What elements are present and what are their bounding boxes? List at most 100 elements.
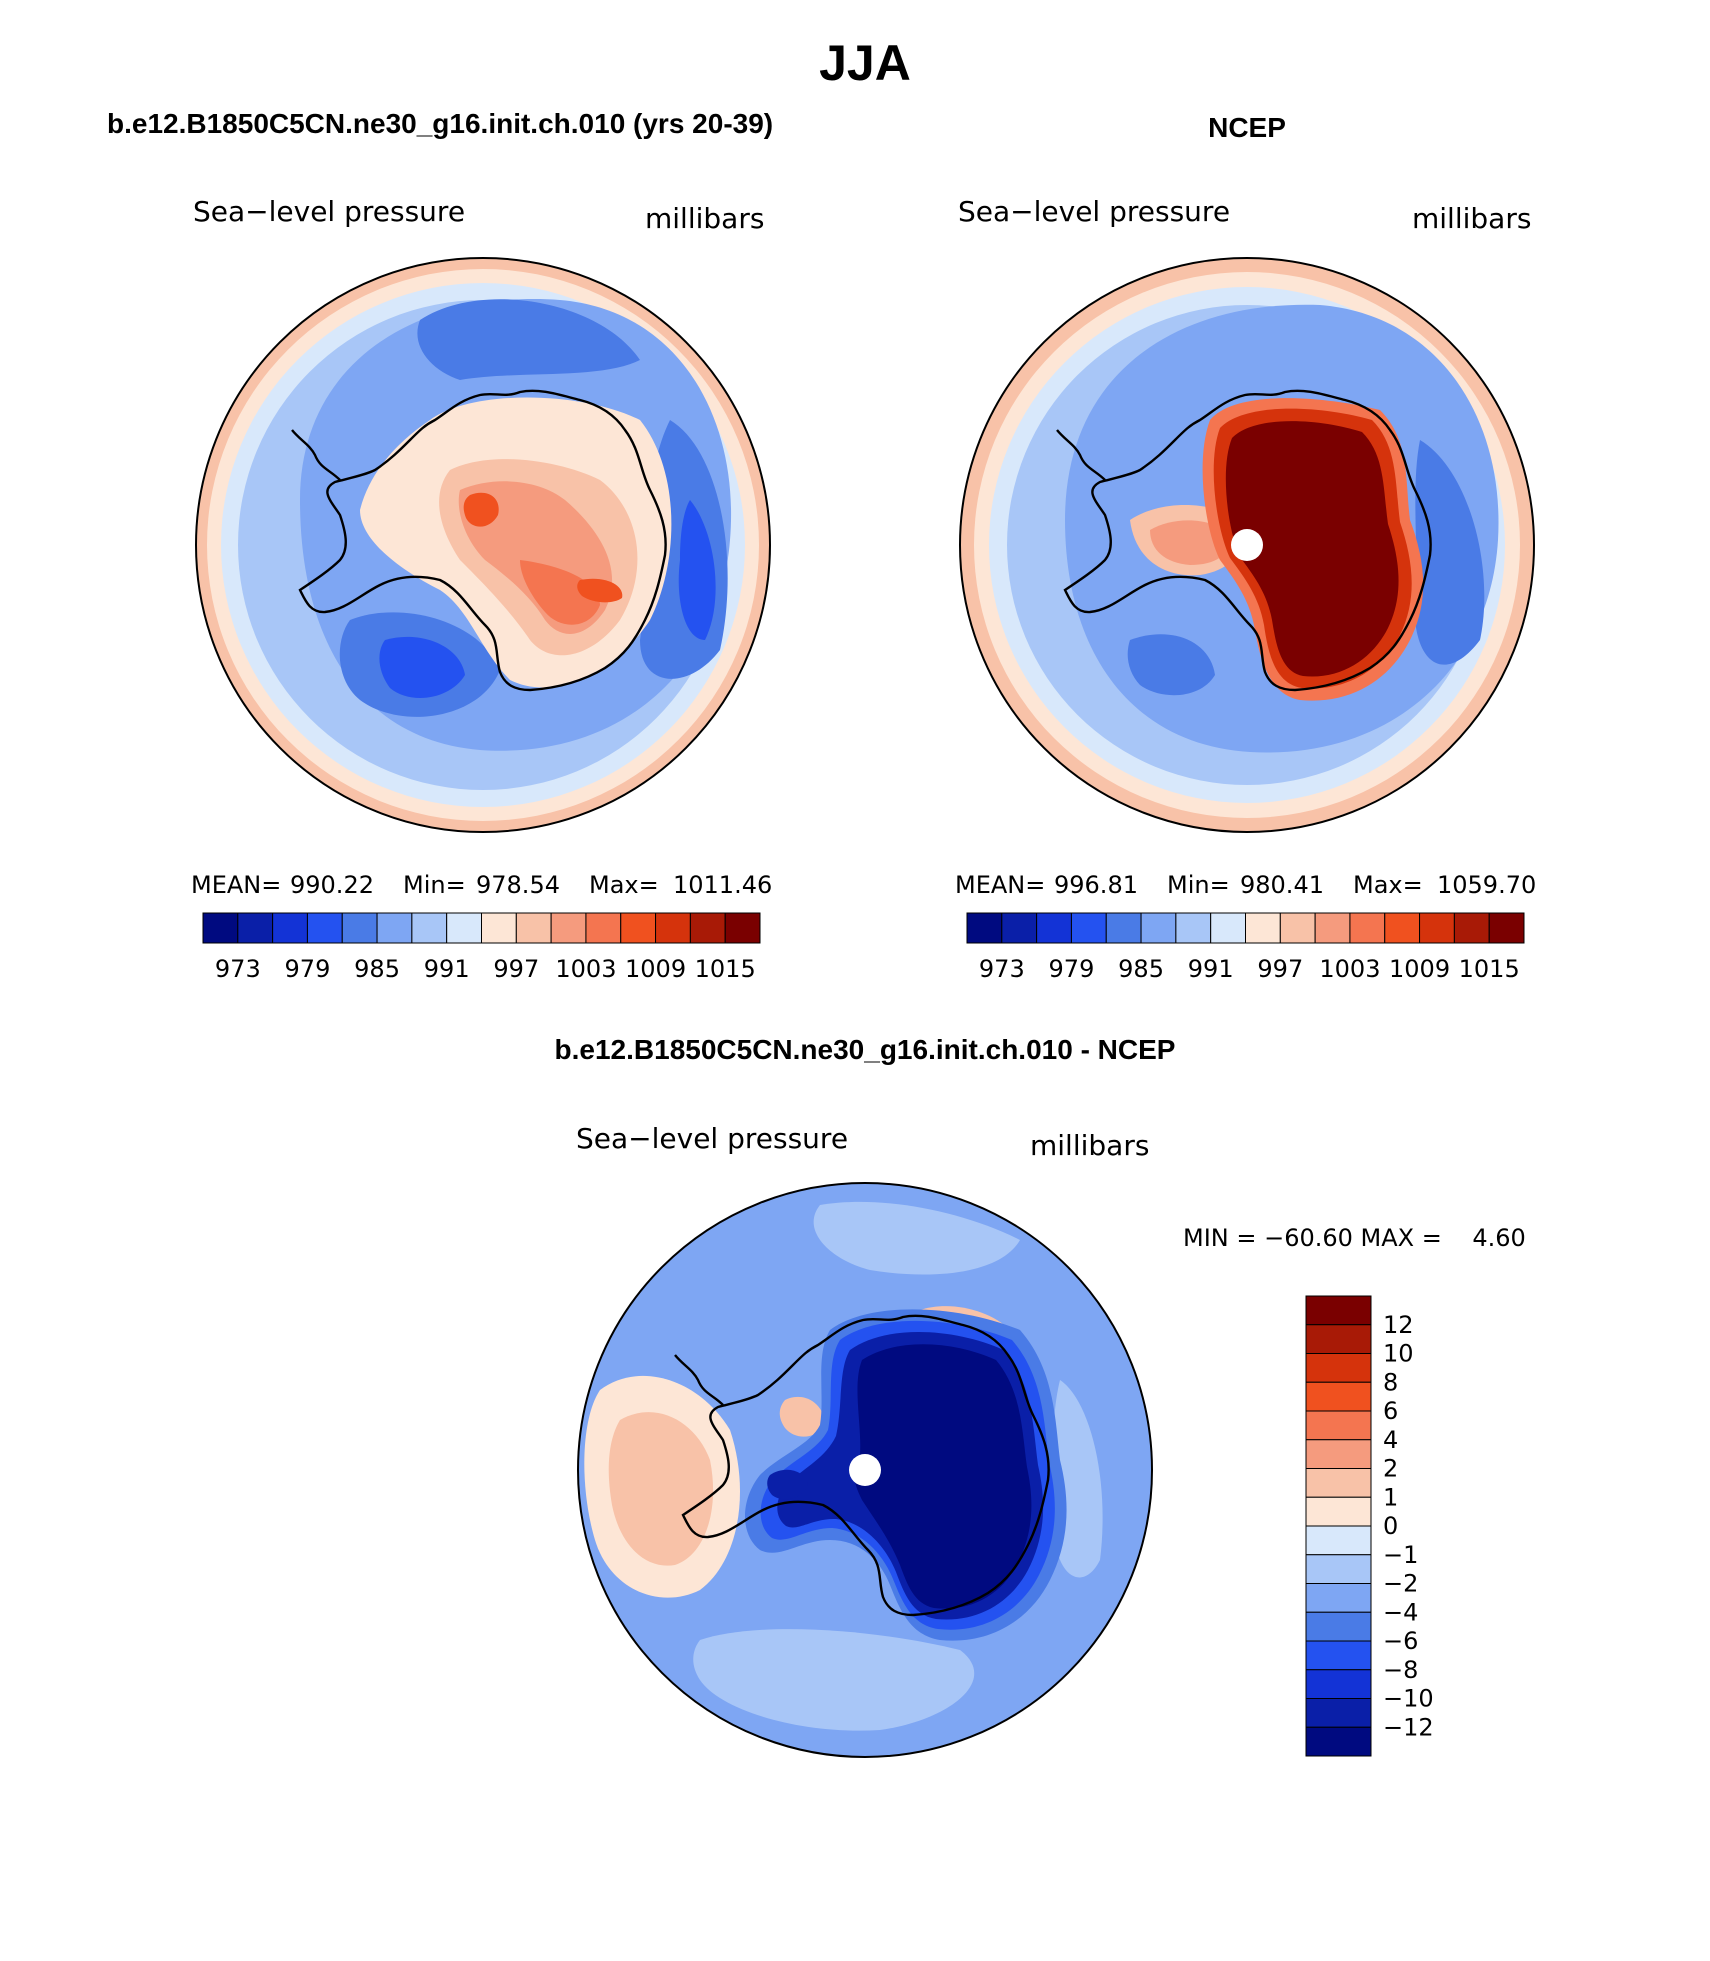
contour-light-blue-patch-south <box>693 1629 975 1731</box>
coastline-peninsula <box>291 429 341 481</box>
panel-model-max-value: 1011.46 <box>673 871 772 899</box>
colorbar-swatch <box>1305 1640 1372 1671</box>
panel-ncep-max-value: 1059.70 <box>1437 871 1536 899</box>
colorbar-tick-label: 1003 <box>1319 955 1380 983</box>
colorbar-tick-label: −1 <box>1383 1541 1418 1569</box>
colorbar-swatch <box>655 912 691 944</box>
colorbar-swatch <box>376 912 413 944</box>
colorbar-tick-label: 4 <box>1383 1426 1398 1454</box>
colorbar-tick-label: 985 <box>354 955 400 983</box>
contour-low-indian <box>1415 440 1485 665</box>
contour-peninsula-positive <box>779 1396 825 1437</box>
colorbar-swatch <box>1305 1698 1372 1728</box>
panel-ncep-units-label: millibars <box>1412 202 1531 235</box>
colorbar-tick-label: 979 <box>285 955 331 983</box>
map-boundary-difference <box>577 1182 1153 1758</box>
panel-ncep: NCEP Sea−level pressure millibars MEAN= … <box>955 112 1536 983</box>
colorbar-tick-label: 979 <box>1049 955 1095 983</box>
panel-ncep-mean-value: 996.81 <box>1054 871 1138 899</box>
colorbar-swatch <box>446 912 482 944</box>
panel-model-max-label: Max= <box>589 871 659 899</box>
coastline-peninsula <box>674 1354 724 1406</box>
colorbar-swatch <box>724 912 761 944</box>
contour-plateau-core <box>1225 421 1399 677</box>
colorbar-tick-label: 1003 <box>555 955 616 983</box>
map-boundary-model <box>195 257 771 833</box>
colorbar-swatch <box>1305 1611 1372 1642</box>
colorbar-swatch <box>1140 912 1177 944</box>
panel-model-min-label: Min= <box>403 871 466 899</box>
panel-ncep-mean-label: MEAN= <box>955 871 1045 899</box>
contour-low-indian-core <box>678 500 716 640</box>
pole-missing-data-dot <box>1231 529 1263 561</box>
colorbar-swatch <box>1305 1468 1372 1498</box>
colorbar-swatch <box>620 912 657 944</box>
colorbar-swatch <box>1210 912 1246 944</box>
colorbar-swatch <box>202 912 239 944</box>
colorbar-swatch <box>411 912 448 944</box>
colorbar-tick-label: 997 <box>1257 955 1303 983</box>
colorbar-swatch <box>1305 1381 1372 1412</box>
colorbar-swatch <box>1305 1525 1372 1556</box>
contour-neg-west-core <box>767 1469 808 1500</box>
colorbar-swatch <box>1305 1669 1372 1699</box>
colorbar-tick-label: 8 <box>1383 1368 1398 1396</box>
panel-difference-minmax: MIN = −60.60 MAX = 4.60 <box>1183 1224 1526 1252</box>
map-boundary-ncep <box>959 257 1535 833</box>
colorbar-swatch <box>515 912 552 944</box>
colorbar-swatch <box>1305 1410 1372 1441</box>
colorbar-swatch <box>1001 912 1038 944</box>
colorbar-swatch <box>550 912 587 944</box>
colorbar-tick-label: 12 <box>1383 1311 1414 1339</box>
pole-missing-data-dot <box>849 1454 881 1486</box>
panel-ncep-max-label: Max= <box>1353 871 1423 899</box>
colorbar-swatch <box>1384 912 1421 944</box>
colorbar-swatch <box>481 912 517 944</box>
polar-map-ncep <box>960 258 1534 832</box>
panel-ncep-min-value: 980.41 <box>1240 871 1324 899</box>
contour-neg-core <box>854 1344 1032 1609</box>
colorbar-swatch <box>585 912 622 944</box>
colorbar-swatch <box>272 912 308 944</box>
colorbar-tick-label: −2 <box>1383 1570 1418 1598</box>
colorbar-model: 973 979 985 991 997 1003 1009 1015 <box>202 912 761 983</box>
colorbar-tick-label: 973 <box>215 955 261 983</box>
colorbar-swatch <box>1488 912 1525 944</box>
colorbar-tick-label: 1015 <box>695 955 756 983</box>
colorbar-swatch <box>1305 1554 1372 1584</box>
colorbar-swatch <box>1453 912 1490 944</box>
panel-model-mean-value: 990.22 <box>290 871 374 899</box>
colorbar-tick-label: −8 <box>1383 1656 1418 1684</box>
contour-low-atlantic <box>417 299 640 380</box>
colorbar-swatch <box>1419 912 1455 944</box>
colorbar-swatch <box>1305 1496 1372 1527</box>
colorbar-tick-label: −6 <box>1383 1627 1418 1655</box>
colorbar-swatch <box>1305 1324 1372 1354</box>
panel-difference: b.e12.B1850C5CN.ne30_g16.init.ch.010 - N… <box>555 1034 1526 1758</box>
panel-ncep-variable-label: Sea−level pressure <box>958 195 1230 228</box>
colorbar-swatch <box>1305 1439 1372 1469</box>
contour-high-west <box>463 492 499 527</box>
colorbar-swatch <box>1305 1726 1372 1757</box>
panel-difference-header: b.e12.B1850C5CN.ne30_g16.init.ch.010 - N… <box>555 1034 1176 1065</box>
contour-west-positive-core <box>608 1412 714 1566</box>
colorbar-swatch <box>1245 912 1281 944</box>
coastline-antarctica <box>298 389 667 692</box>
panel-model-min-value: 978.54 <box>476 871 560 899</box>
colorbar-swatch <box>237 912 274 944</box>
contour-low-pacific <box>1127 634 1215 696</box>
colorbar-swatch <box>1070 912 1107 944</box>
coastline-peninsula <box>1056 429 1106 481</box>
colorbar-tick-label: 991 <box>424 955 470 983</box>
colorbar-tick-label: 973 <box>979 955 1025 983</box>
figure-title: JJA <box>819 35 911 91</box>
contour-high-east <box>577 578 623 603</box>
colorbar-tick-label: 985 <box>1118 955 1164 983</box>
colorbar-swatch <box>1105 912 1142 944</box>
polar-map-model <box>196 258 770 832</box>
colorbar-tick-label: 991 <box>1188 955 1234 983</box>
panel-model: b.e12.B1850C5CN.ne30_g16.init.ch.010 (yr… <box>107 108 773 983</box>
colorbar-swatch <box>1305 1353 1372 1383</box>
colorbar-tick-label: −12 <box>1383 1713 1434 1741</box>
contour-high-center <box>520 560 600 625</box>
